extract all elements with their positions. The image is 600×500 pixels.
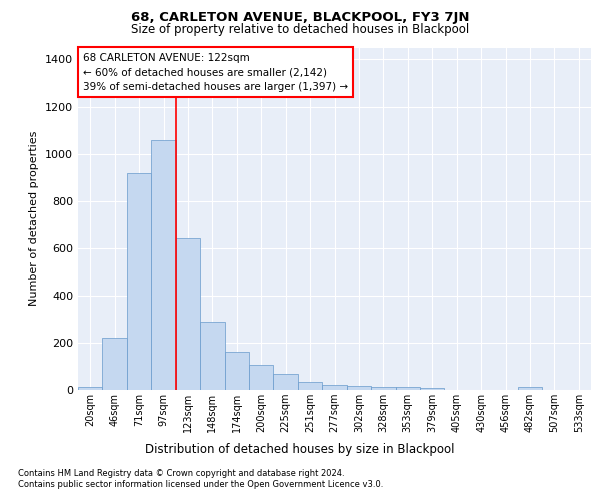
Text: Size of property relative to detached houses in Blackpool: Size of property relative to detached ho… (131, 22, 469, 36)
Bar (224, 352, 249, 390)
Bar (420, 388, 445, 390)
Bar (322, 386, 347, 390)
Bar (395, 387, 420, 390)
Bar (151, 140, 176, 390)
Bar (78, 387, 103, 390)
Bar (518, 386, 542, 390)
Bar (127, 172, 151, 390)
Bar (249, 365, 274, 390)
Y-axis label: Number of detached properties: Number of detached properties (29, 131, 40, 306)
Text: 68 CARLETON AVENUE: 122sqm
← 60% of detached houses are smaller (2,142)
39% of s: 68 CARLETON AVENUE: 122sqm ← 60% of deta… (83, 52, 348, 92)
Text: Contains public sector information licensed under the Open Government Licence v3: Contains public sector information licen… (18, 480, 383, 489)
Bar (200, 322, 224, 390)
Bar (274, 374, 298, 390)
Bar (371, 387, 395, 390)
Text: 68, CARLETON AVENUE, BLACKPOOL, FY3 7JN: 68, CARLETON AVENUE, BLACKPOOL, FY3 7JN (131, 11, 469, 24)
Text: Distribution of detached houses by size in Blackpool: Distribution of detached houses by size … (145, 442, 455, 456)
Bar (298, 382, 322, 390)
Bar (176, 238, 200, 390)
Text: Contains HM Land Registry data © Crown copyright and database right 2024.: Contains HM Land Registry data © Crown c… (18, 469, 344, 478)
Bar (347, 386, 371, 390)
Bar (103, 338, 127, 390)
